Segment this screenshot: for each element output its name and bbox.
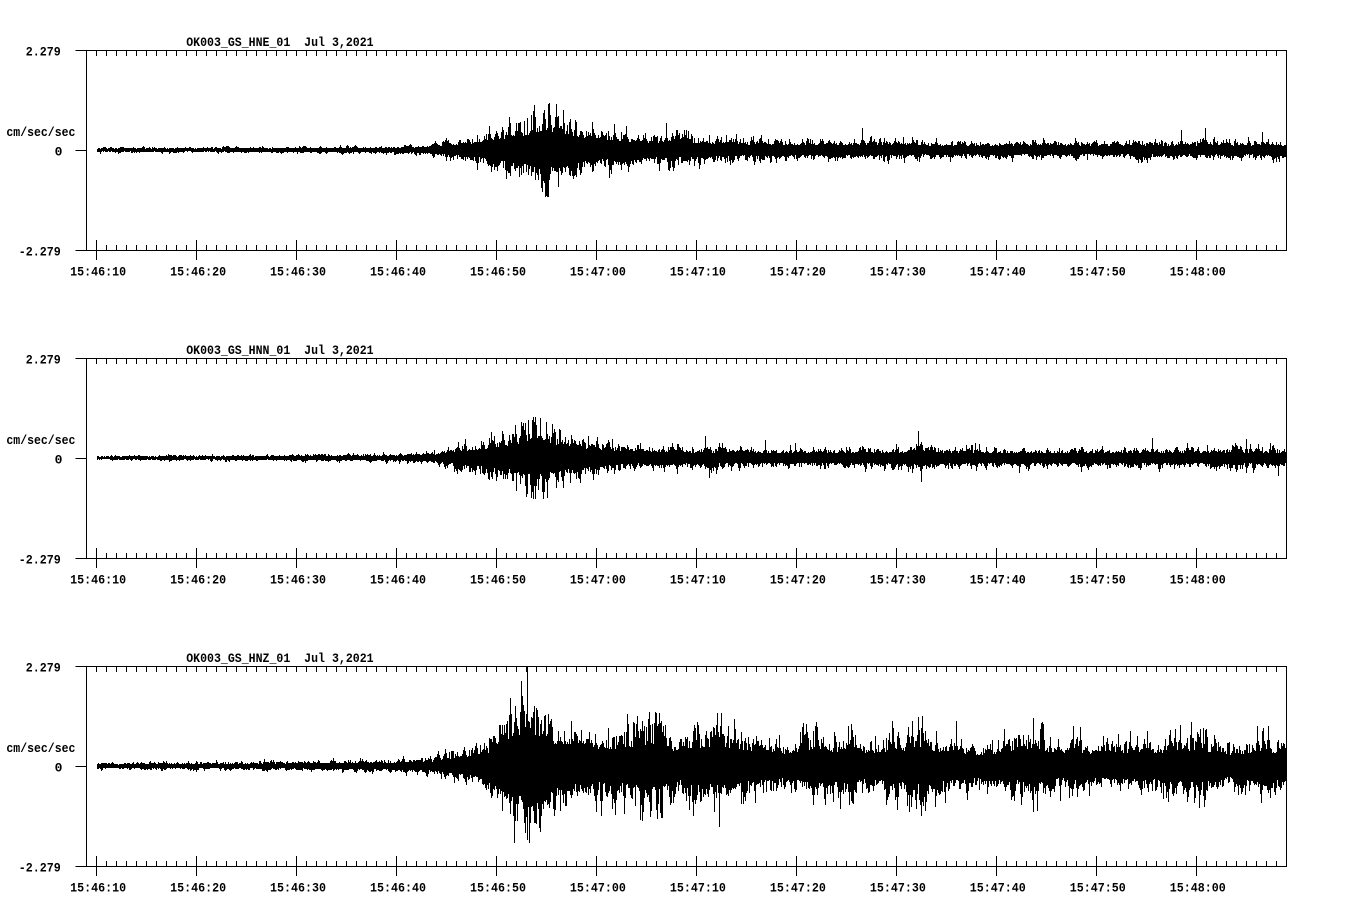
svg-text:15:46:10: 15:46:10 [70, 265, 126, 280]
svg-text:15:48:00: 15:48:00 [1170, 265, 1226, 280]
svg-text:15:47:10: 15:47:10 [670, 881, 726, 896]
svg-text:OK003_GS_HNZ_01 Jul 3,2021: OK003_GS_HNZ_01 Jul 3,2021 [186, 651, 374, 666]
svg-text:0: 0 [55, 453, 63, 468]
svg-text:15:47:50: 15:47:50 [1070, 265, 1126, 280]
svg-text:cm/sec/sec: cm/sec/sec [6, 125, 75, 140]
svg-text:15:47:50: 15:47:50 [1070, 881, 1126, 896]
svg-text:15:47:40: 15:47:40 [970, 881, 1026, 896]
svg-text:15:47:00: 15:47:00 [570, 881, 626, 896]
svg-text:15:47:50: 15:47:50 [1070, 573, 1126, 588]
svg-text:15:47:20: 15:47:20 [770, 573, 826, 588]
svg-text:15:46:50: 15:46:50 [470, 573, 526, 588]
svg-text:-2.279: -2.279 [19, 553, 61, 568]
svg-text:-2.279: -2.279 [19, 861, 61, 876]
svg-text:15:47:20: 15:47:20 [770, 265, 826, 280]
svg-text:15:46:50: 15:46:50 [470, 265, 526, 280]
svg-text:15:46:10: 15:46:10 [70, 881, 126, 896]
svg-text:cm/sec/sec: cm/sec/sec [6, 741, 75, 756]
svg-text:0: 0 [55, 761, 63, 776]
svg-text:15:47:40: 15:47:40 [970, 573, 1026, 588]
svg-text:15:46:40: 15:46:40 [370, 881, 426, 896]
svg-text:15:47:10: 15:47:10 [670, 265, 726, 280]
svg-text:15:46:20: 15:46:20 [170, 265, 226, 280]
svg-text:2.279: 2.279 [26, 661, 61, 676]
svg-text:-2.279: -2.279 [19, 245, 61, 260]
svg-text:15:47:20: 15:47:20 [770, 881, 826, 896]
svg-text:2.279: 2.279 [26, 353, 61, 368]
svg-text:15:46:10: 15:46:10 [70, 573, 126, 588]
svg-text:15:46:20: 15:46:20 [170, 881, 226, 896]
svg-text:15:47:30: 15:47:30 [870, 881, 926, 896]
svg-text:cm/sec/sec: cm/sec/sec [6, 433, 75, 448]
svg-text:15:47:30: 15:47:30 [870, 265, 926, 280]
svg-text:0: 0 [55, 145, 63, 160]
svg-text:15:47:40: 15:47:40 [970, 265, 1026, 280]
svg-text:15:47:00: 15:47:00 [570, 265, 626, 280]
svg-text:15:47:00: 15:47:00 [570, 573, 626, 588]
svg-text:15:46:40: 15:46:40 [370, 573, 426, 588]
svg-text:15:46:30: 15:46:30 [270, 265, 326, 280]
svg-text:15:47:30: 15:47:30 [870, 573, 926, 588]
svg-text:OK003_GS_HNN_01 Jul 3,2021: OK003_GS_HNN_01 Jul 3,2021 [186, 343, 374, 358]
svg-text:2.279: 2.279 [26, 45, 61, 60]
svg-text:15:48:00: 15:48:00 [1170, 573, 1226, 588]
svg-text:15:47:10: 15:47:10 [670, 573, 726, 588]
svg-text:15:46:50: 15:46:50 [470, 881, 526, 896]
svg-text:15:46:30: 15:46:30 [270, 573, 326, 588]
svg-text:15:46:40: 15:46:40 [370, 265, 426, 280]
svg-text:15:48:00: 15:48:00 [1170, 881, 1226, 896]
svg-text:OK003_GS_HNE_01 Jul 3,2021: OK003_GS_HNE_01 Jul 3,2021 [186, 35, 374, 50]
svg-text:15:46:20: 15:46:20 [170, 573, 226, 588]
svg-text:15:46:30: 15:46:30 [270, 881, 326, 896]
